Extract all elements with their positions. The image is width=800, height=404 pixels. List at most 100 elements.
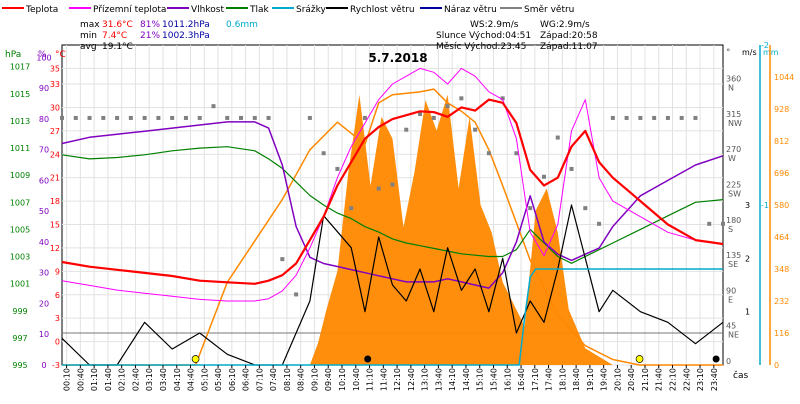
x-tick-label: 01:40 bbox=[104, 368, 113, 391]
dir-name-label: SE bbox=[728, 260, 738, 269]
legend-ground-temperature: Přízemní teplota bbox=[93, 5, 166, 15]
stat-min-label: min bbox=[80, 31, 97, 41]
x-tick-label: 17:40 bbox=[545, 368, 554, 391]
axes-layer: 9959979991001100310051007100910111013101… bbox=[10, 41, 795, 391]
legend-wind-gust: Náraz větru bbox=[444, 5, 497, 15]
sunset-readout: Západ:20:58 bbox=[540, 31, 598, 41]
x-tick-label: 07:40 bbox=[269, 368, 278, 391]
wind-direction-point bbox=[252, 115, 257, 120]
x-tick-label: 19:10 bbox=[586, 368, 595, 391]
wind-direction-point bbox=[376, 186, 381, 191]
dir-name-label: S bbox=[728, 225, 733, 234]
x-tick-label: 22:40 bbox=[682, 368, 691, 391]
stat-max-hum: 81% bbox=[140, 20, 160, 30]
moonset-readout: Západ:11:07 bbox=[540, 42, 598, 52]
dir-tick-label: 90 bbox=[726, 286, 736, 295]
ms-tick-label: 3 bbox=[745, 201, 750, 210]
wind-direction-point bbox=[665, 115, 670, 120]
x-tick-label: 09:40 bbox=[324, 368, 333, 391]
pct-tick-label: 30 bbox=[39, 269, 49, 278]
temp-tick-label: 15 bbox=[50, 221, 60, 230]
temp-tick-label: 21 bbox=[50, 174, 60, 183]
solar-radiation-layer bbox=[62, 88, 723, 366]
sun-marker bbox=[191, 355, 200, 363]
axis-unit-temp: °C bbox=[55, 50, 66, 60]
x-tick-label: 08:40 bbox=[297, 368, 306, 391]
wind-direction-point bbox=[60, 115, 64, 120]
temp-tick-label: 3 bbox=[55, 314, 60, 323]
temp-tick-label: 18 bbox=[50, 197, 60, 206]
legend-humidity: Vlhkost bbox=[191, 5, 224, 15]
x-tick-label: 21:10 bbox=[641, 368, 650, 391]
pct-tick-label: 40 bbox=[39, 238, 49, 247]
wm2-tick-label: 232 bbox=[774, 297, 789, 306]
temp-tick-label: 24 bbox=[50, 150, 60, 159]
moonrise-readout: Měsíc Východ:23:45 bbox=[436, 42, 526, 52]
x-tick-label: 08:10 bbox=[283, 368, 292, 391]
x-tick-label: 20:10 bbox=[613, 368, 622, 391]
x-tick-label: 15:40 bbox=[490, 368, 499, 391]
x-tick-label: 06:40 bbox=[242, 368, 251, 391]
stat-avg-temp: 19.1°C bbox=[102, 42, 133, 52]
x-tick-label: 04:10 bbox=[173, 368, 182, 391]
pct-tick-label: 70 bbox=[39, 146, 49, 155]
x-tick-label: 06:10 bbox=[228, 368, 237, 391]
ms-tick-label: 2 bbox=[745, 254, 750, 263]
x-axis-label: čas bbox=[733, 370, 748, 381]
hpa-tick-label: 1011 bbox=[10, 144, 30, 153]
moon-marker bbox=[364, 355, 372, 363]
wind-direction-point bbox=[266, 115, 271, 120]
x-tick-label: 00:40 bbox=[76, 368, 85, 391]
wind-direction-point bbox=[115, 115, 120, 120]
wind-direction-point bbox=[693, 115, 698, 120]
wind-direction-point bbox=[321, 151, 326, 156]
wind-direction-point bbox=[500, 96, 505, 101]
temp-tick-label: 33 bbox=[50, 80, 60, 89]
legend-wind-speed: Rychlost větru bbox=[350, 5, 415, 15]
x-tick-label: 18:10 bbox=[558, 368, 567, 391]
dir-name-label: E bbox=[728, 295, 733, 304]
wind-direction-point bbox=[87, 115, 92, 120]
wind-direction-point bbox=[335, 166, 340, 171]
wind-direction-point bbox=[652, 115, 657, 120]
dir-tick-label: 225 bbox=[726, 181, 741, 190]
mm-tick-label: -1 bbox=[761, 201, 769, 210]
wm2-tick-label: 348 bbox=[774, 265, 789, 274]
wind-direction-point bbox=[445, 104, 450, 109]
dir-tick-label: 0 bbox=[726, 357, 731, 366]
stat-max-label: max bbox=[80, 20, 100, 30]
x-tick-label: 07:10 bbox=[255, 368, 264, 391]
wind-direction-point bbox=[211, 104, 216, 109]
sunrise-readout: Slunce Východ:04:51 bbox=[436, 31, 531, 41]
hpa-tick-label: 1007 bbox=[10, 198, 30, 207]
wind-direction-point bbox=[541, 174, 546, 179]
wind-direction-point bbox=[707, 221, 712, 226]
x-tick-label: 15:10 bbox=[476, 368, 485, 391]
temp-tick-label: 30 bbox=[50, 103, 60, 112]
wind-direction-point bbox=[721, 221, 725, 226]
x-tick-label: 21:40 bbox=[655, 368, 664, 391]
x-tick-label: 04:40 bbox=[187, 368, 196, 391]
dir-tick-label: 315 bbox=[726, 110, 741, 119]
stat-min-press: 1002.3hPa bbox=[162, 31, 210, 41]
wind-direction-point bbox=[390, 182, 395, 187]
x-tick-label: 05:10 bbox=[200, 368, 209, 391]
pct-tick-label: 60 bbox=[39, 176, 49, 185]
wind-direction-point bbox=[349, 206, 354, 211]
solar-radiation-curve bbox=[62, 88, 723, 366]
wind-direction-point bbox=[473, 127, 478, 132]
pct-tick-label: 80 bbox=[39, 115, 49, 124]
stats: max 31.6°C 81% 1011.2hPa 0.6mm min 7.4°C… bbox=[80, 20, 258, 52]
axis-unit-mm: mm bbox=[763, 48, 779, 57]
wind-direction-point bbox=[404, 127, 409, 132]
wind-direction-point bbox=[624, 115, 629, 120]
legend: Teplota Přízemní teplota Vlhkost Tlak Sr… bbox=[2, 5, 574, 15]
wm2-tick-label: 1044 bbox=[774, 73, 794, 82]
axis-unit-dir: ° bbox=[726, 48, 731, 58]
hpa-tick-label: 1015 bbox=[10, 90, 30, 99]
wind-direction-point bbox=[225, 115, 230, 120]
wind-direction-point bbox=[128, 115, 133, 120]
pct-tick-label: 100 bbox=[36, 53, 51, 62]
wm2-tick-label: 696 bbox=[774, 169, 789, 178]
x-tick-label: 20:40 bbox=[627, 368, 636, 391]
